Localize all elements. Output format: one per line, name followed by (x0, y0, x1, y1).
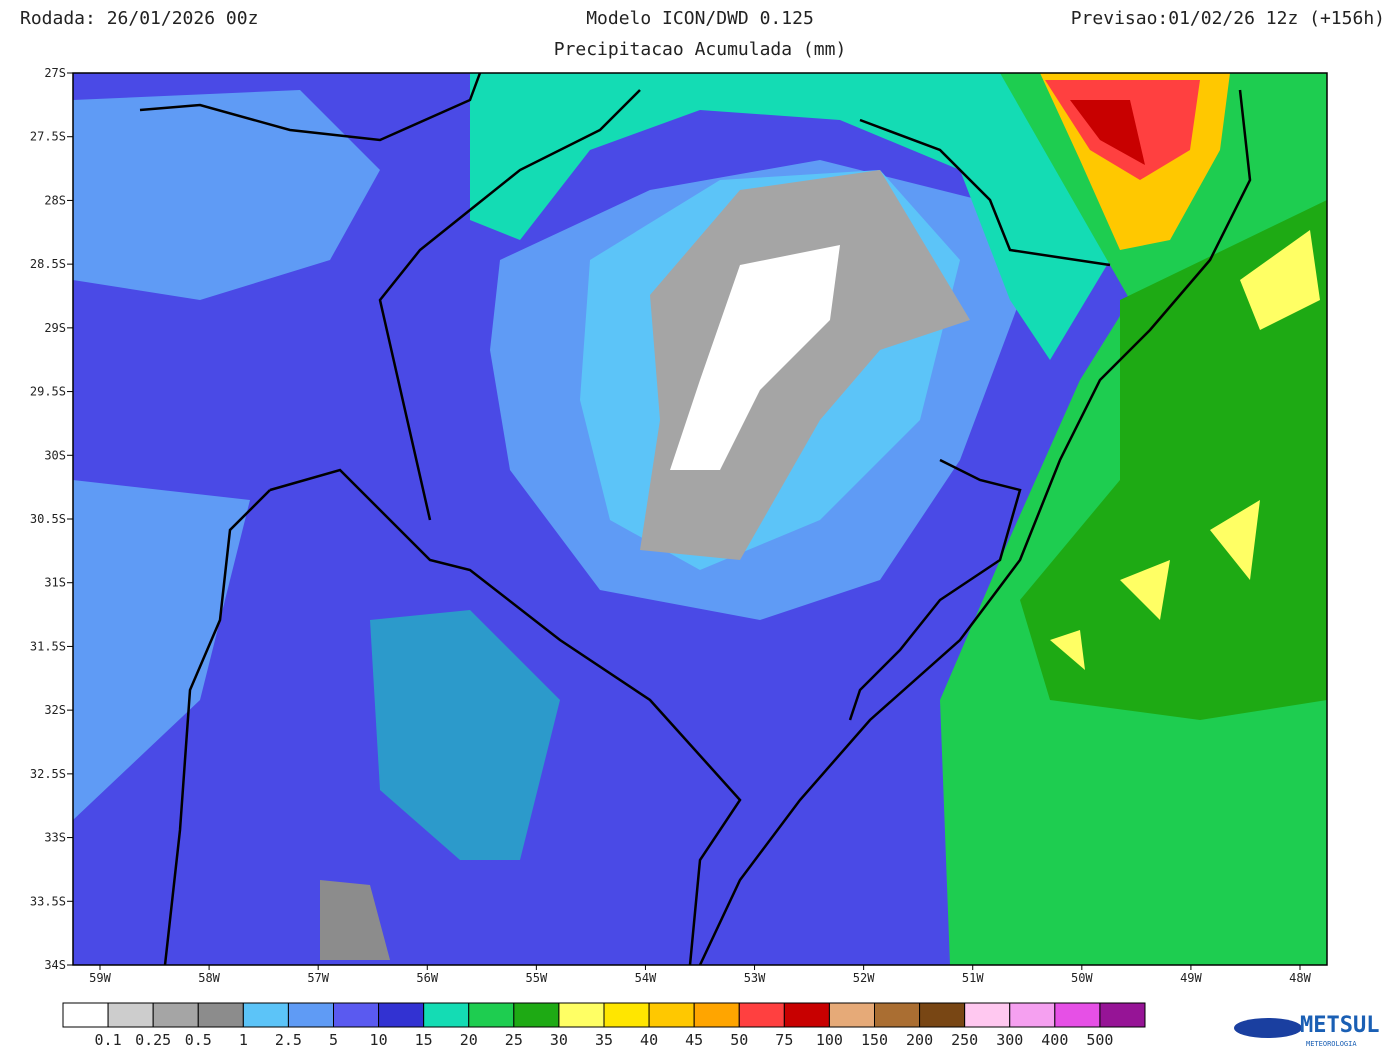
colorbar-label: 45 (685, 1031, 703, 1049)
colorbar-swatch (783, 1002, 830, 1028)
field-zone (1070, 100, 1145, 165)
map-subtitle: Precipitacao Acumulada (mm) (554, 39, 847, 60)
colorbar-label: 75 (775, 1031, 793, 1049)
model-title: Modelo ICON/DWD 0.125 (586, 8, 814, 29)
colorbar-label: 400 (1041, 1031, 1068, 1049)
colorbar-swatch (378, 1002, 425, 1028)
lat-label: 32S (44, 703, 66, 717)
colorbar-swatch (648, 1002, 695, 1028)
colorbar-swatch (828, 1002, 876, 1028)
field-zone (670, 245, 840, 470)
colorbar-label: 10 (370, 1031, 388, 1049)
lon-label: 56W (416, 971, 438, 985)
colorbar-swatch (423, 1002, 470, 1028)
colorbar-label: 1 (239, 1031, 248, 1049)
colorbar-swatch (513, 1002, 560, 1028)
colorbar-swatch (242, 1002, 289, 1028)
colorbar-label: 30 (550, 1031, 568, 1049)
lon-label: 54W (635, 971, 657, 985)
colorbar-label: 0.25 (135, 1031, 171, 1049)
lat-label: 29.5S (30, 385, 66, 399)
colorbar-label: 150 (861, 1031, 888, 1049)
colorbar-label: 250 (951, 1031, 978, 1049)
colorbar-swatch (1009, 1002, 1056, 1028)
lat-label: 32.5S (30, 767, 66, 781)
field-light (73, 90, 380, 820)
colorbar-swatch (603, 1002, 650, 1028)
lat-label: 29S (44, 321, 66, 335)
colorbar-label: 300 (996, 1031, 1023, 1049)
colorbar-swatch (874, 1002, 921, 1028)
lat-label: 27.5S (30, 130, 66, 144)
colorbar-swatch (107, 1002, 154, 1028)
borders (139, 73, 1252, 965)
colorbar-label: 5 (329, 1031, 338, 1049)
colorbar-swatch (558, 1002, 605, 1028)
colorbar-label: 100 (816, 1031, 843, 1049)
colorbar-swatch (693, 1002, 740, 1028)
colorbar-label: 15 (415, 1031, 433, 1049)
field-zone (1050, 230, 1320, 670)
forecast-label: Previsao:01/02/26 12z (+156h) (1071, 8, 1385, 29)
colorbar-label: 20 (460, 1031, 478, 1049)
lat-label: 27S (44, 66, 66, 80)
lon-label: 50W (1071, 971, 1093, 985)
run-label: Rodada: 26/01/2026 00z (20, 8, 258, 29)
lat-label: 31.5S (30, 639, 66, 653)
field-zone (1020, 200, 1327, 720)
colorbar-label: 35 (595, 1031, 613, 1049)
lat-label: 33S (44, 831, 66, 845)
logo-icon (1234, 1018, 1302, 1038)
colorbar-label: 25 (505, 1031, 523, 1049)
colorbar-swatch (1099, 1002, 1146, 1028)
colorbar-swatch (333, 1002, 380, 1028)
lon-label: 51W (962, 971, 984, 985)
colorbar-swatch (738, 1002, 785, 1028)
colorbar-label: 50 (730, 1031, 748, 1049)
lat-label: 28.5S (30, 257, 66, 271)
colorbar-label: 40 (640, 1031, 658, 1049)
lon-label: 53W (744, 971, 766, 985)
colorbar-swatch (919, 1002, 966, 1028)
colorbar-label: 0.1 (95, 1031, 122, 1049)
logo-name: METSUL (1300, 1013, 1379, 1038)
colorbar-swatch (287, 1002, 334, 1028)
lat-label: 34S (44, 958, 66, 972)
colorbar-swatch (964, 1002, 1011, 1028)
colorbar: 0.1 0.25 0.5 1 2.5 5 10 15 20 25 30 35 40 45 50 75 100 15… (62, 1002, 1146, 1049)
lat-label: 28S (44, 193, 66, 207)
field-zone (320, 880, 390, 960)
lon-label: 58W (198, 971, 220, 985)
colorbar-swatch (62, 1002, 109, 1028)
lon-label: 57W (307, 971, 329, 985)
field-zone (470, 73, 1110, 360)
colorbar-swatch (197, 1002, 244, 1028)
lat-label: 31S (44, 576, 66, 590)
lat-label: 33.5S (30, 894, 66, 908)
lat-label: 30.5S (30, 512, 66, 526)
colorbar-label: 500 (1086, 1031, 1113, 1049)
lon-label: 49W (1180, 971, 1202, 985)
logo-tagline: METEOROLOGIA (1306, 1040, 1357, 1048)
lon-label: 55W (526, 971, 548, 985)
colorbar-swatch (152, 1002, 199, 1028)
colorbar-label: 200 (906, 1031, 933, 1049)
lon-label: 59W (89, 971, 111, 985)
lon-label: 48W (1289, 971, 1311, 985)
colorbar-label: 2.5 (275, 1031, 302, 1049)
field-zone (370, 610, 560, 860)
colorbar-label: 0.5 (185, 1031, 212, 1049)
lon-label: 52W (853, 971, 875, 985)
lat-label: 30S (44, 448, 66, 462)
map-field (73, 73, 1327, 965)
colorbar-swatch (468, 1002, 515, 1028)
colorbar-swatch (1054, 1002, 1101, 1028)
